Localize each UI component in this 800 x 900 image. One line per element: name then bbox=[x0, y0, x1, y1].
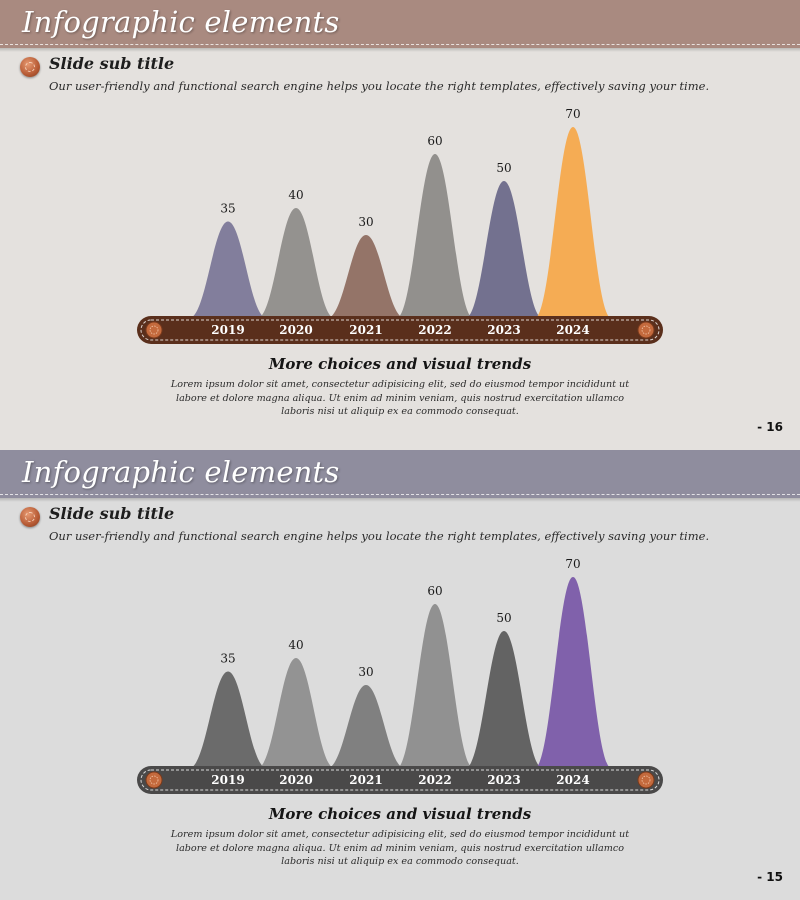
chart-heading: More choices and visual trends bbox=[268, 355, 532, 373]
slide-16: Infographic elements Slide sub title Our… bbox=[0, 0, 800, 450]
category-label-2021: 2021 bbox=[349, 773, 382, 787]
value-label-2021: 30 bbox=[358, 215, 373, 229]
timeline-button-left-icon bbox=[145, 771, 163, 789]
value-label-2019: 35 bbox=[220, 652, 235, 666]
value-label-2023: 50 bbox=[496, 161, 511, 175]
value-label-2023: 50 bbox=[496, 611, 511, 625]
peak-chart: 35 40 30 60 50 70 2019 2020 2021 2022 2023 2024 bbox=[137, 107, 663, 344]
slide-description: Our user-friendly and functional search … bbox=[49, 529, 710, 543]
slide-header: Infographic elements bbox=[0, 450, 800, 502]
timeline-button-right-stitch bbox=[641, 325, 651, 335]
peak-2023 bbox=[466, 181, 542, 318]
timeline-bar bbox=[137, 316, 663, 344]
timeline-button-left-stitch bbox=[149, 775, 159, 785]
category-label-2019: 2019 bbox=[211, 323, 244, 337]
peak-2024 bbox=[535, 127, 611, 318]
category-label-2019: 2019 bbox=[211, 773, 244, 787]
chart-body-text: Lorem ipsum dolor sit amet, consectetur … bbox=[170, 829, 630, 867]
value-label-2021: 30 bbox=[358, 665, 373, 679]
timeline-bar bbox=[137, 766, 663, 794]
peak-2020 bbox=[258, 208, 334, 318]
slide-header: Infographic elements bbox=[0, 0, 800, 52]
category-label-2022: 2022 bbox=[418, 323, 451, 337]
header-stitch bbox=[0, 44, 800, 45]
slide-15: Infographic elements Slide sub title Our… bbox=[0, 450, 800, 900]
category-label-2021: 2021 bbox=[349, 323, 382, 337]
peak-chart: 35 40 30 60 50 70 2019 2020 2021 2022 2023 2024 bbox=[137, 557, 663, 794]
button-icon bbox=[20, 507, 40, 527]
value-label-2024: 70 bbox=[565, 557, 580, 571]
chart-heading: More choices and visual trends bbox=[268, 805, 532, 823]
timeline-button-left-stitch bbox=[149, 325, 159, 335]
value-label-2024: 70 bbox=[565, 107, 580, 121]
peak-2022 bbox=[397, 154, 473, 318]
peak-2024 bbox=[535, 577, 611, 768]
category-label-2024: 2024 bbox=[556, 323, 589, 337]
category-label-2020: 2020 bbox=[279, 773, 312, 787]
category-label-2020: 2020 bbox=[279, 323, 312, 337]
category-label-2023: 2023 bbox=[487, 323, 520, 337]
timeline-stitch bbox=[140, 319, 660, 341]
category-label-2023: 2023 bbox=[487, 773, 520, 787]
timeline-button-right-icon bbox=[637, 771, 655, 789]
peak-2019 bbox=[190, 221, 266, 318]
peak-2019 bbox=[190, 671, 266, 768]
button-icon bbox=[20, 57, 40, 77]
timeline-button-right-stitch bbox=[641, 775, 651, 785]
value-label-2022: 60 bbox=[427, 134, 442, 148]
timeline-button-right-icon bbox=[637, 321, 655, 339]
slide-subtitle: Slide sub title bbox=[49, 504, 175, 523]
peak-2022 bbox=[397, 604, 473, 768]
value-label-2020: 40 bbox=[288, 188, 303, 202]
timeline-button-left-icon bbox=[145, 321, 163, 339]
slide-subtitle: Slide sub title bbox=[49, 54, 175, 73]
peak-2023 bbox=[466, 631, 542, 768]
value-label-2019: 35 bbox=[220, 202, 235, 216]
category-label-2024: 2024 bbox=[556, 773, 589, 787]
slide-title: Infographic elements bbox=[22, 5, 340, 39]
value-label-2022: 60 bbox=[427, 584, 442, 598]
chart-body-text: Lorem ipsum dolor sit amet, consectetur … bbox=[170, 379, 630, 417]
page-number: - 16 bbox=[757, 420, 783, 434]
page-number: - 15 bbox=[757, 870, 783, 884]
slide-description: Our user-friendly and functional search … bbox=[49, 79, 710, 93]
peak-2021 bbox=[328, 685, 404, 768]
header-stitch bbox=[0, 494, 800, 495]
peak-2021 bbox=[328, 235, 404, 318]
category-label-2022: 2022 bbox=[418, 773, 451, 787]
value-label-2020: 40 bbox=[288, 638, 303, 652]
timeline-stitch bbox=[140, 769, 660, 791]
peak-2020 bbox=[258, 658, 334, 768]
slide-title: Infographic elements bbox=[22, 455, 340, 489]
